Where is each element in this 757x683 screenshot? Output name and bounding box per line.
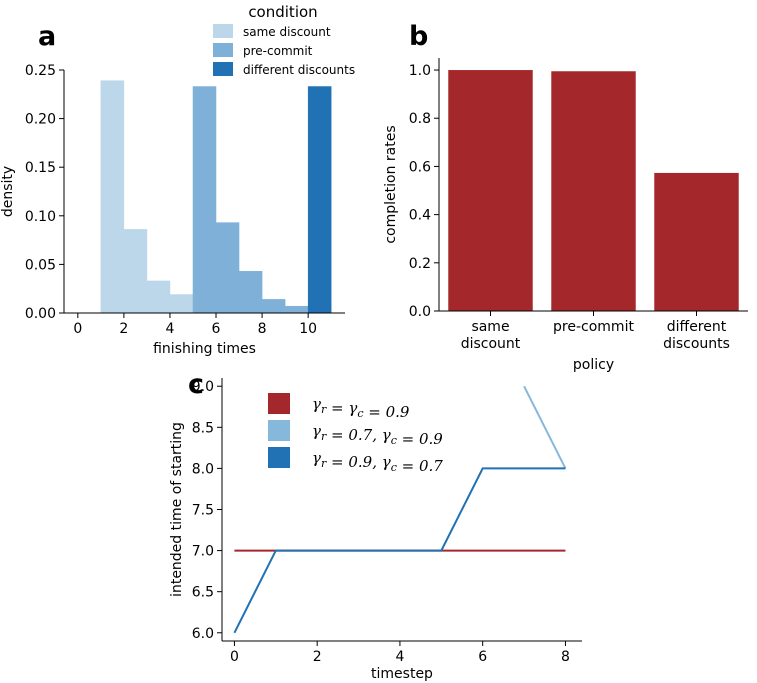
a-y-tick-label: 0.25 [25,63,56,79]
a-y-tick-label: 0.00 [25,306,56,322]
b-y-tick-label: 0.0 [409,304,431,320]
c-y-tick-label: 8.5 [192,420,214,436]
a-x-tick-label: 4 [165,321,174,337]
b-y-tick-label: 0.6 [409,159,431,175]
a-y-tick-label: 0.05 [25,257,56,273]
c-legend-label: γr = γc = 0.9 [312,395,410,421]
c-series-line-3 [233,467,566,634]
b-y-axis-title: completion rates [383,125,399,243]
completion-bar-1 [448,70,533,311]
c-y-tick-label: 6.5 [192,585,214,601]
c-legend-label: γr = 0.9, γc = 0.7 [312,449,443,475]
a-y-axis-title: density [0,166,16,217]
b-x-tick-label: pre-commit [553,319,634,335]
a-legend-label: same discount [243,25,331,39]
panel-label-a: a [38,21,56,52]
hist-bar-2-5 [284,305,309,314]
c-x-tick-label: 4 [395,649,404,665]
a-legend-title: condition [248,3,317,21]
b-y-tick-label: 1.0 [409,63,431,79]
a-legend-swatch [213,24,233,38]
c-legend-swatch [268,393,290,414]
b-x-tick-label: discounts [663,336,730,352]
c-y-axis-title: intended time of starting [169,422,185,597]
c-x-axis-title: timestep [371,666,433,682]
hist-bar-2-1 [192,86,217,314]
a-legend-label: pre-commit [243,44,313,58]
c-y-tick-label: 6.0 [192,626,214,642]
a-legend-label: different discounts [243,63,355,77]
completion-bar-2 [551,71,636,311]
a-x-axis-title: finishing times [153,341,256,357]
a-y-tick-label: 0.20 [25,112,56,128]
b-y-tick-label: 0.4 [409,208,431,224]
c-y-tick-label: 7.5 [192,503,214,519]
hist-bar-1-1 [100,80,125,314]
a-x-tick-label: 10 [299,321,317,337]
a-legend-swatch [213,43,233,57]
b-x-axis-title: policy [573,357,614,373]
hist-bar-2-2 [215,222,240,314]
a-x-tick-label: 2 [119,321,128,337]
hist-bar-3-1 [307,86,332,314]
a-y-tick-label: 0.10 [25,209,56,225]
hist-bar-2-3 [238,270,263,314]
c-legend-swatch [268,420,290,441]
c-legend-swatch [268,447,290,468]
panel-label-c: c [188,369,204,400]
chart-a-histogram: a 0.00 0.05 0.10 0.15 0.20 0.25 0 2 4 6 8 10 finishin… [0,3,355,357]
c-x-tick-label: 8 [561,649,570,665]
b-y-tick-label: 0.2 [409,256,431,272]
hist-bar-1-3 [146,280,171,314]
hist-bar-2-4 [261,299,286,314]
a-x-tick-label: 8 [258,321,267,337]
a-x-tick-label: 0 [73,321,82,337]
b-x-tick-label: different [667,319,727,335]
panel-label-b: b [409,21,428,52]
b-x-tick-label: same [471,319,509,335]
c-x-tick-label: 2 [313,649,322,665]
a-y-tick-label: 0.15 [25,160,56,176]
chart-c-intended-start: c 6.0 6.5 7.0 7.5 8.0 8.5 9.0 0 2 4 6 8 timestep inten… [169,369,582,682]
completion-bar-3 [654,172,739,311]
hist-bar-1-2 [123,229,148,314]
c-x-tick-label: 0 [230,649,239,665]
c-y-tick-label: 7.0 [192,544,214,560]
b-y-tick-label: 0.8 [409,111,431,127]
hist-bar-1-4 [169,294,194,314]
b-x-tick-label: discount [461,336,521,352]
c-x-tick-label: 6 [478,649,487,665]
c-y-tick-label: 9.0 [192,379,214,395]
a-x-tick-label: 6 [212,321,221,337]
a-legend-swatch [213,62,233,76]
c-y-tick-label: 8.0 [192,461,214,477]
c-series-line-2 [523,385,567,469]
c-legend-label: γr = 0.7, γc = 0.9 [312,422,443,448]
